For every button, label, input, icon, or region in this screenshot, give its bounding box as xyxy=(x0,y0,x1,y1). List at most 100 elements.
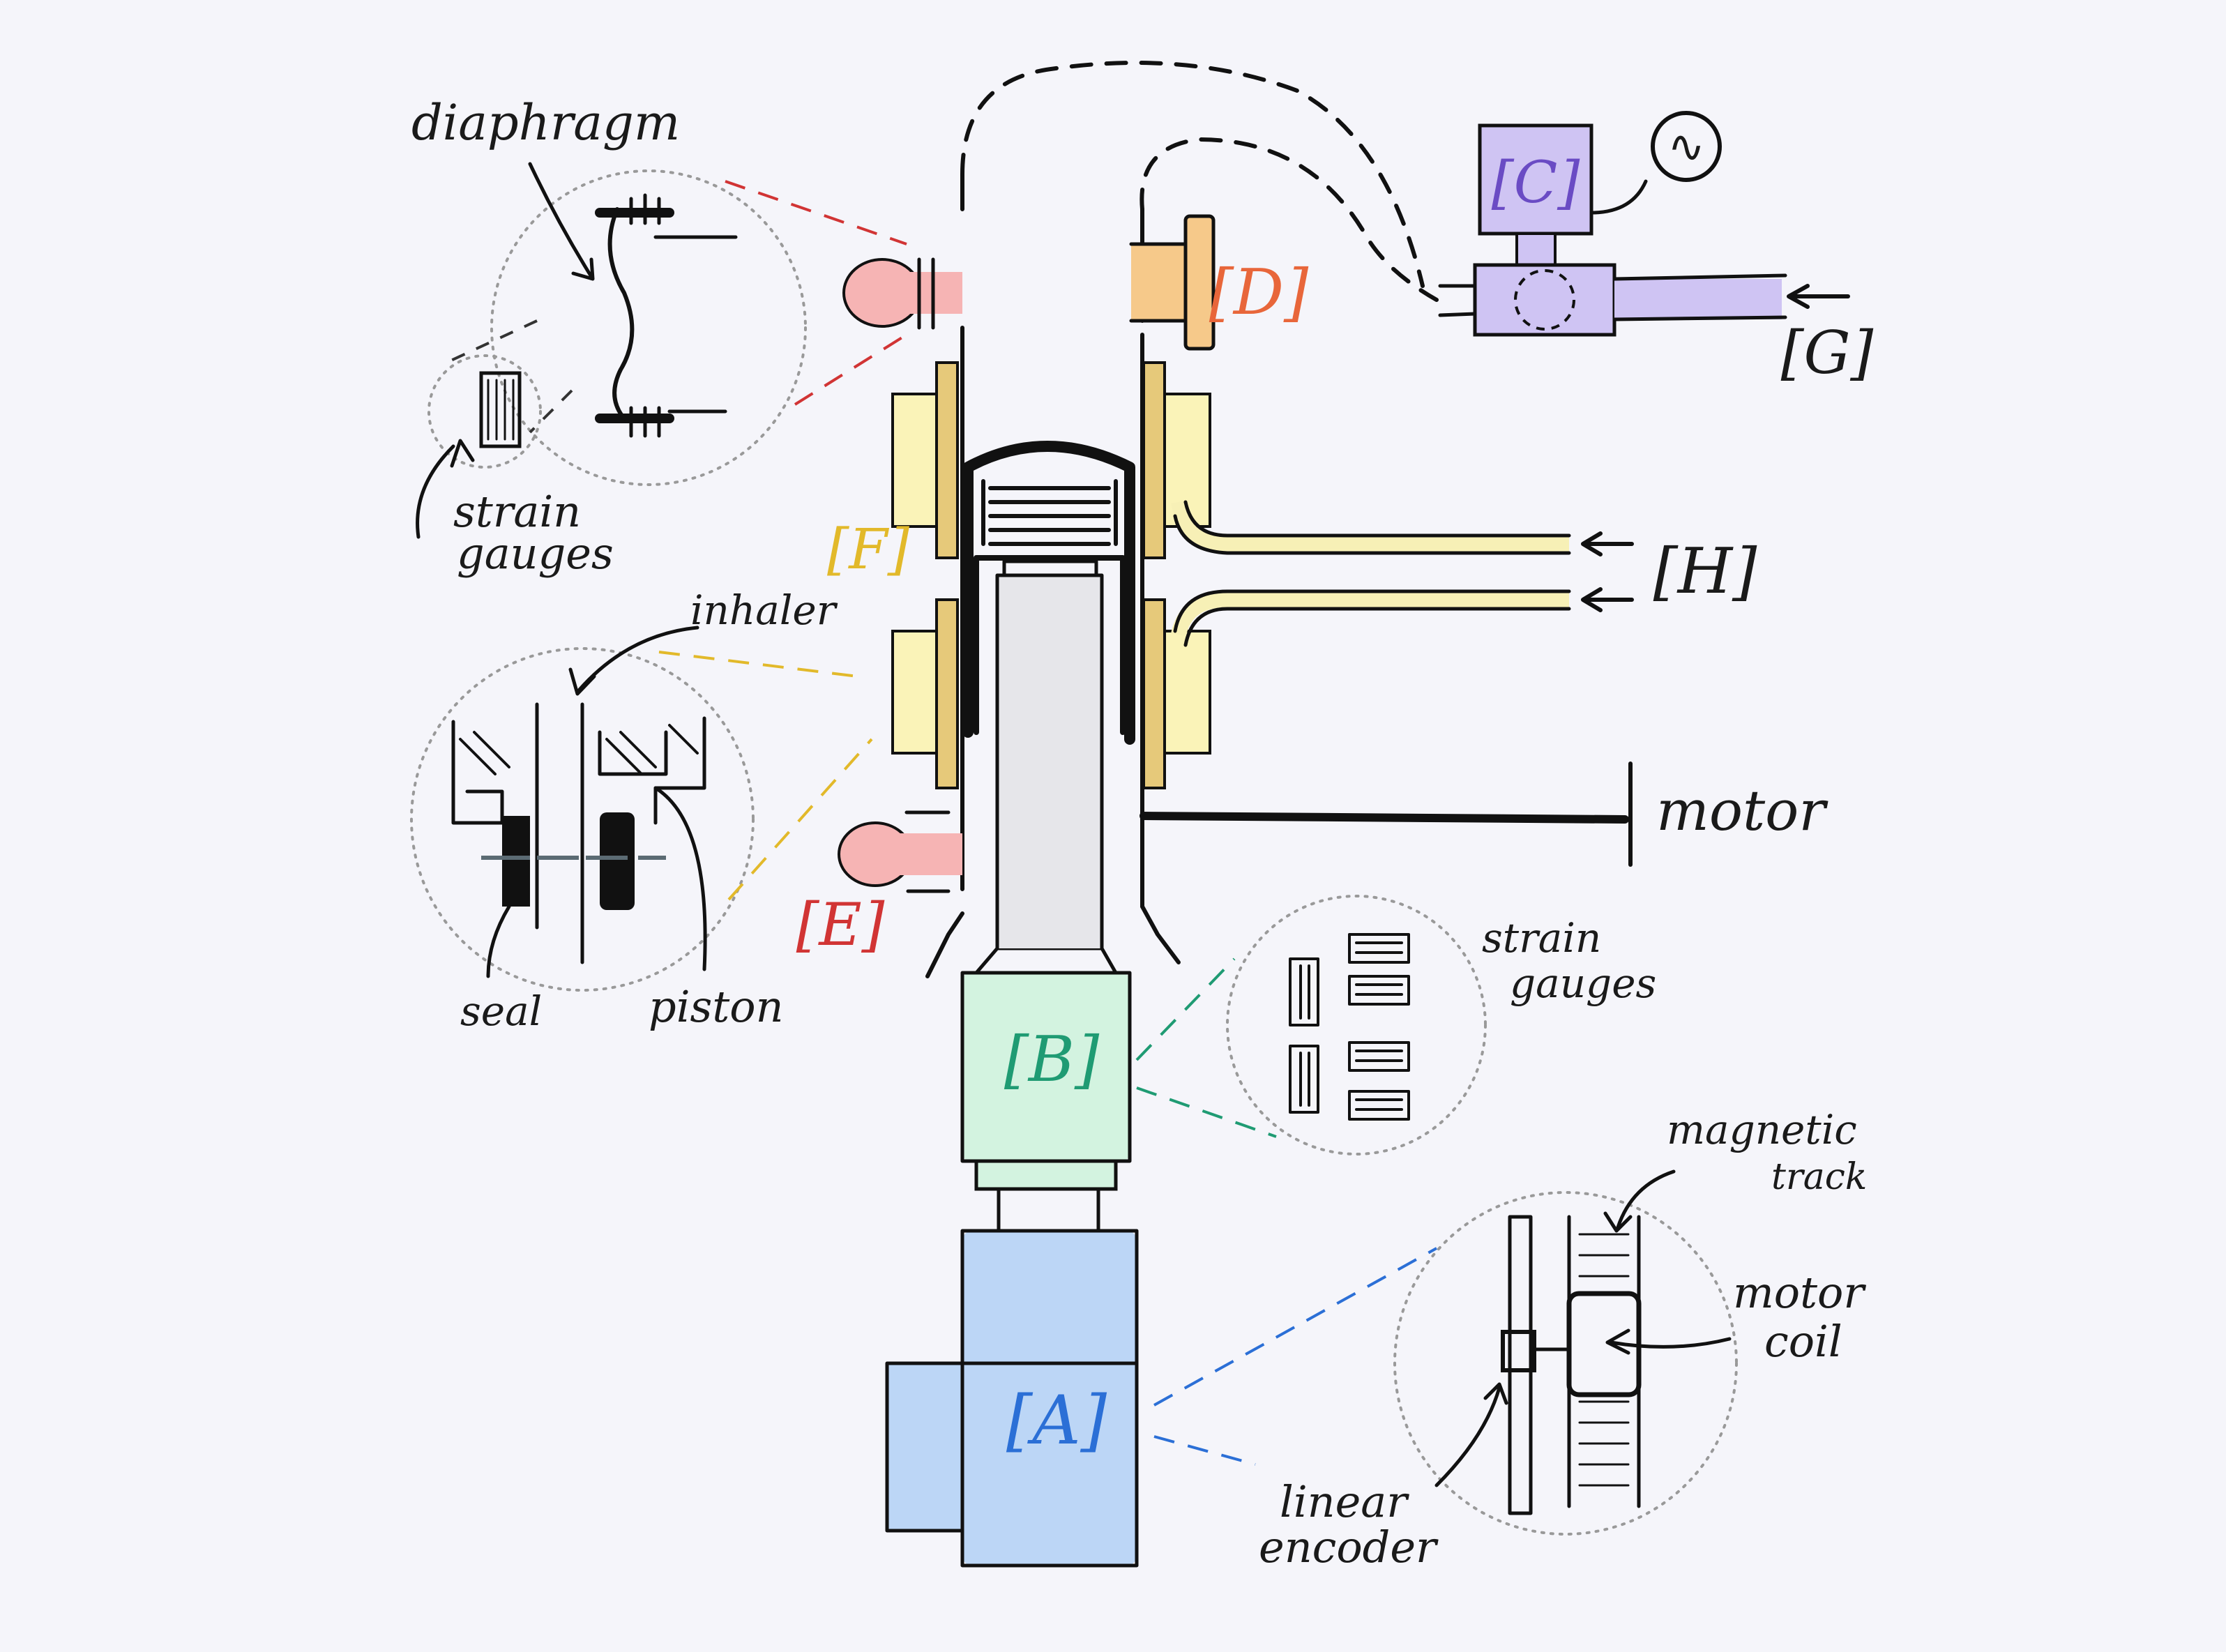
h-line-bottom xyxy=(1173,589,1571,647)
bulb-top-band xyxy=(917,257,935,330)
label-magnetic-1: magnetic xyxy=(1667,1106,1857,1153)
ac-source-icon xyxy=(1651,111,1722,182)
canister-neck xyxy=(981,479,1118,546)
valve-body xyxy=(1473,263,1616,337)
magnetic-track-pointer xyxy=(1603,1169,1676,1233)
detail-motor-circle xyxy=(1393,1191,1738,1536)
canister-inner-body xyxy=(974,555,1126,735)
label-seal: seal xyxy=(460,987,542,1035)
magnetic-track-segments xyxy=(1578,1233,1630,1487)
piston-rod-shaft xyxy=(997,575,1102,948)
detail-gauges-leaders xyxy=(1135,957,1277,1138)
label-strain-right-2: gauges xyxy=(1510,960,1656,1007)
detail-strain-gauges: strain gauges xyxy=(1135,895,1656,1155)
piston-body xyxy=(598,730,668,776)
linear-encoder-pointer xyxy=(1434,1382,1508,1487)
gauges-pointer xyxy=(416,439,475,539)
g-inlet-pipe xyxy=(1614,279,1782,319)
dashed-tube-outer xyxy=(960,61,1425,288)
diaphragm-membrane xyxy=(607,207,635,420)
component-a-side-outline xyxy=(885,1361,1139,1533)
component-c-valve: [C] [G] ∿ xyxy=(1438,111,1874,387)
clamp-jaw-right-bottom xyxy=(1142,598,1166,789)
h-arrow-top xyxy=(1581,531,1634,556)
gauge-left-2 xyxy=(1289,1045,1319,1114)
detail-gauges-circle xyxy=(1226,895,1487,1155)
component-e-bulbs: [E] xyxy=(796,257,962,959)
label-diaphragm: diaphragm xyxy=(411,94,680,151)
component-b-body xyxy=(962,973,1130,1161)
detail-seal-circle xyxy=(410,647,755,992)
inhaler-canister xyxy=(962,441,1135,745)
h-line-top-fill xyxy=(1171,500,1569,552)
ac-lead xyxy=(1589,179,1648,215)
label-motor: motor xyxy=(1656,778,1828,843)
housing-right-flare xyxy=(1140,904,1181,964)
label-c: [C] xyxy=(1492,150,1581,216)
seal-element-right xyxy=(600,812,635,910)
ac-symbol: ∿ xyxy=(1667,121,1705,173)
clamp-jaw-left-bottom xyxy=(935,598,959,789)
label-motor-coil-2: coil xyxy=(1764,1316,1842,1367)
bulb-bottom-neck xyxy=(900,833,962,875)
label-encoder: encoder xyxy=(1259,1522,1439,1573)
component-h-air-lines: [H] xyxy=(1171,500,1758,647)
gauge-right-2 xyxy=(1348,975,1410,1006)
housing-left-flare xyxy=(925,911,964,978)
motor-drive-rod: motor xyxy=(1140,761,1828,867)
piston-pointer xyxy=(653,786,707,971)
gauge-right-1 xyxy=(1348,933,1410,964)
linear-encoder-scale xyxy=(1508,1215,1533,1515)
piston-rod xyxy=(995,559,1104,950)
gauge-right-4 xyxy=(1348,1090,1410,1121)
g-inlet-pipe-outline xyxy=(1612,273,1787,321)
dashed-tubing xyxy=(960,61,1439,302)
label-strain-right-1: strain xyxy=(1482,914,1601,962)
seal-hatching xyxy=(459,724,699,775)
component-d-sensor: [D] xyxy=(1129,214,1309,351)
label-g: [G] xyxy=(1781,319,1874,387)
motor-coil-pointer xyxy=(1605,1328,1732,1355)
label-linear: linear xyxy=(1280,1476,1409,1527)
component-b-top-collar xyxy=(974,946,1118,975)
label-b: [B] xyxy=(1004,1023,1100,1096)
valve-outlet-stub xyxy=(1438,284,1477,317)
h-line-bottom-fill xyxy=(1171,592,1569,637)
h-arrow-bottom xyxy=(1581,587,1634,612)
label-e: [E] xyxy=(796,891,885,959)
gauge-leaders xyxy=(446,319,573,434)
label-strain-top-1: strain xyxy=(453,486,581,537)
bulb-bottom-band xyxy=(904,810,951,893)
component-c-stem xyxy=(1515,232,1557,266)
motor-rod xyxy=(1140,812,1629,824)
canister-thread-lines xyxy=(988,486,1111,546)
label-h: [H] xyxy=(1653,535,1758,608)
canister-outer-wall xyxy=(962,441,1135,745)
detail-gauge-circle xyxy=(427,354,542,469)
detail-diaphragm-leaders xyxy=(725,180,908,406)
gauge-grid xyxy=(487,379,515,441)
diaphragm-screw-heads xyxy=(629,193,661,438)
label-motor-coil-1: motor xyxy=(1733,1267,1866,1318)
gauge-right-3 xyxy=(1348,1041,1410,1072)
gauge-element xyxy=(479,371,522,448)
detail-linear-motor: magnetic track motor coil linear encoder xyxy=(1153,1106,1867,1573)
inhaler-pointer xyxy=(568,626,699,696)
dashed-tube-inner xyxy=(1140,137,1439,302)
seal-element-left xyxy=(502,816,530,907)
clamp-jaw-right-top xyxy=(1142,361,1166,559)
gauge-left-1 xyxy=(1289,957,1319,1026)
piston-rod-outline xyxy=(995,573,1104,950)
component-a-outline xyxy=(960,1229,1139,1568)
clamp-jaw-left-top xyxy=(935,361,959,559)
label-f: [F] xyxy=(827,517,910,582)
component-b-load-cell: [B] xyxy=(960,946,1132,1191)
piston-rod-cap xyxy=(1002,559,1098,577)
label-strain-top-2: gauges xyxy=(457,528,614,579)
label-inhaler: inhaler xyxy=(690,586,838,634)
detail-motor-leaders xyxy=(1153,1247,1437,1466)
g-arrow xyxy=(1787,284,1850,309)
label-a: [A] xyxy=(1006,1381,1107,1460)
valve-orifice xyxy=(1514,269,1575,331)
